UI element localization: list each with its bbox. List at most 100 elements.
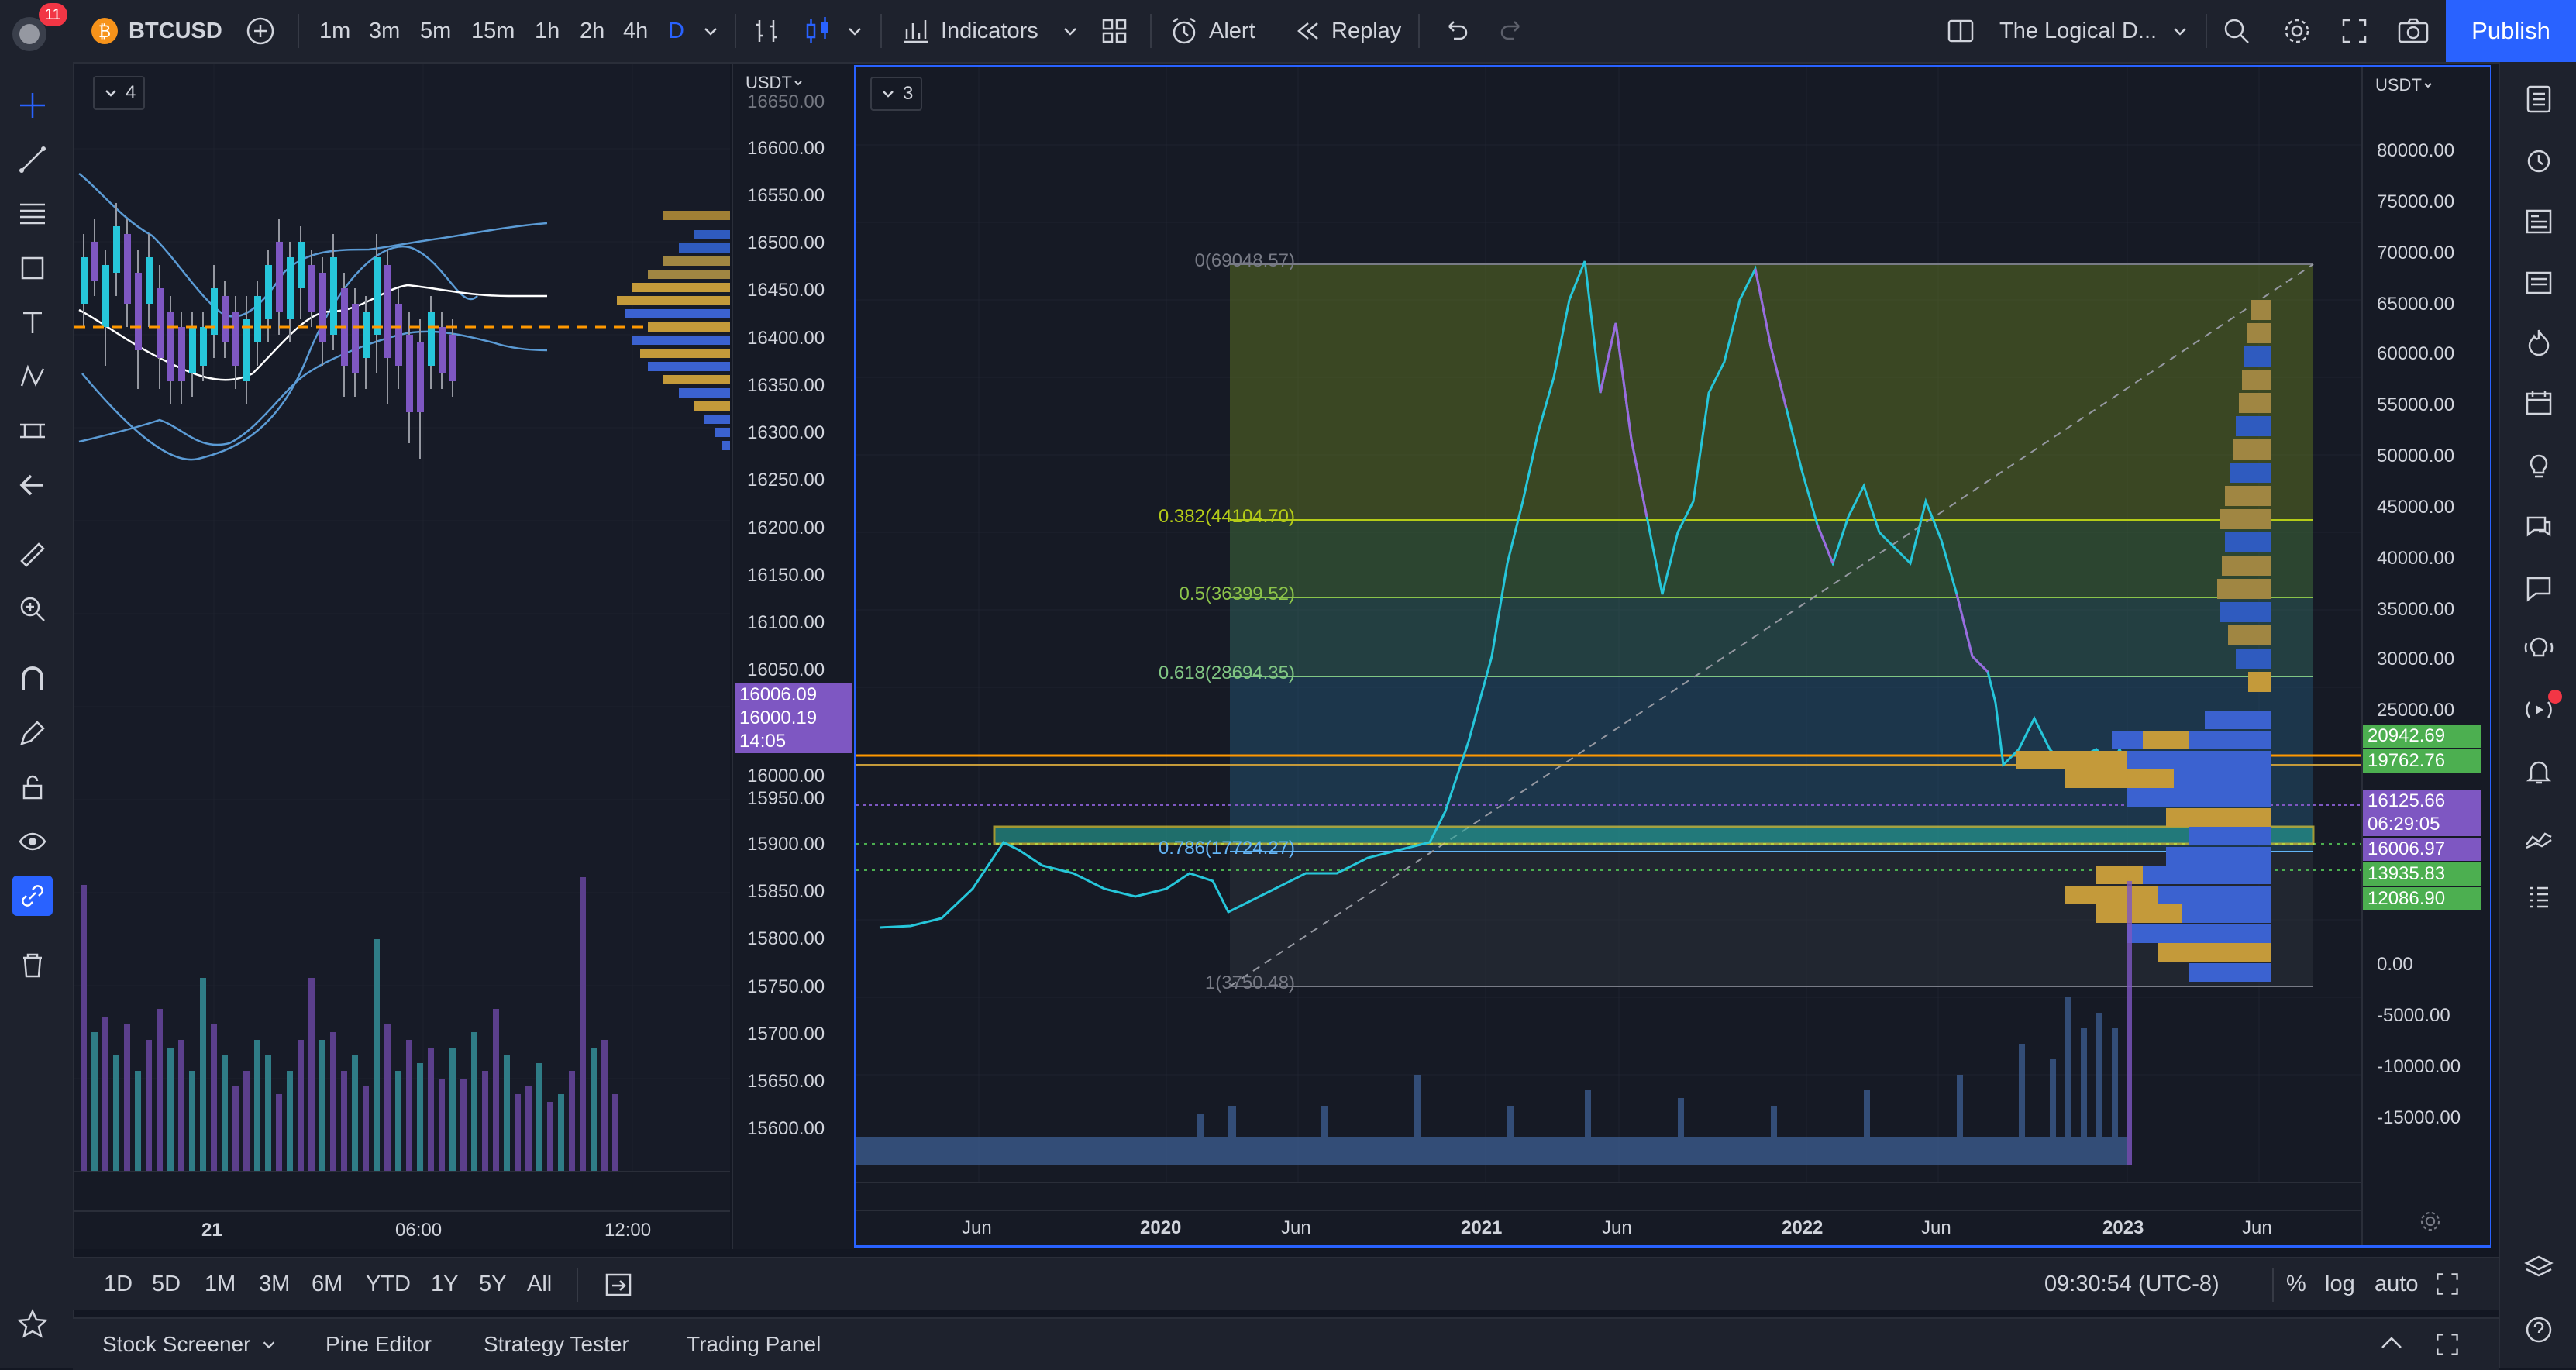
interval-4h[interactable]: 4h	[623, 18, 649, 43]
search-button[interactable]	[2221, 0, 2252, 62]
shapes-tool[interactable]	[12, 248, 53, 288]
interval-d[interactable]: D	[668, 18, 684, 43]
publish-button[interactable]: Publish	[2446, 0, 2576, 62]
right-price-axis[interactable]: USDT 80000.00 75000.00 70000.00 65000.00…	[2361, 67, 2490, 1245]
watchlist-button[interactable]	[2519, 79, 2559, 119]
range-1m[interactable]: 1M	[205, 1271, 236, 1296]
remove-drawings-tool[interactable]	[12, 945, 53, 986]
replay-button[interactable]: Replay	[1293, 0, 1401, 62]
settings-button[interactable]	[2282, 0, 2313, 62]
back-tool[interactable]	[12, 465, 53, 505]
stay-drawing-tool[interactable]	[12, 713, 53, 753]
range-1y[interactable]: 1Y	[431, 1271, 459, 1296]
notifications-button[interactable]	[2519, 752, 2559, 792]
news-button[interactable]	[2519, 201, 2559, 242]
range-1d[interactable]: 1D	[104, 1271, 133, 1296]
maximize-panel-button[interactable]	[2433, 1319, 2461, 1370]
lock-drawings-tool[interactable]	[12, 767, 53, 807]
text-tool[interactable]	[12, 302, 53, 342]
pattern-search-button[interactable]	[2519, 818, 2559, 859]
interval-3m[interactable]: 3m	[369, 18, 401, 43]
range-3m[interactable]: 3M	[259, 1271, 291, 1296]
tab-pine-editor[interactable]: Pine Editor	[325, 1332, 432, 1356]
left-chart-pane[interactable]: 4 21 06:00 12:00	[74, 64, 730, 1249]
tab-strategy-tester[interactable]: Strategy Tester	[484, 1332, 629, 1356]
goto-date-button[interactable]	[603, 1258, 634, 1310]
left-chart-canvas[interactable]	[74, 64, 730, 1249]
right-legend-toggle[interactable]: 3	[870, 77, 923, 111]
interval-15m[interactable]: 15m	[471, 18, 515, 43]
right-chart-pane[interactable]: 0(69048.57) 0.382(44104.70) 0.5(36399.52…	[854, 65, 2491, 1248]
interval-5m[interactable]: 5m	[420, 18, 452, 43]
auto-toggle[interactable]: auto	[2375, 1271, 2419, 1296]
sync-drawings-tool[interactable]	[12, 876, 53, 916]
undo-button[interactable]	[1440, 0, 1471, 62]
replay-trading-button[interactable]	[2519, 690, 2562, 730]
help-button[interactable]	[2519, 1310, 2559, 1350]
chats-button[interactable]	[2519, 507, 2559, 547]
zoom-tool[interactable]	[12, 589, 53, 629]
interval-1m[interactable]: 1m	[319, 18, 351, 43]
range-ytd[interactable]: YTD	[366, 1271, 411, 1296]
interval-1h[interactable]: 1h	[535, 18, 560, 43]
fib-tool[interactable]	[12, 194, 53, 234]
percent-toggle[interactable]: %	[2286, 1271, 2306, 1296]
templates-button[interactable]	[1099, 0, 1130, 62]
hotlists-button[interactable]	[2519, 322, 2559, 363]
expand-panel-button[interactable]	[2378, 1319, 2406, 1370]
calendar-button[interactable]	[2519, 383, 2559, 423]
trend-line-tool[interactable]	[12, 139, 53, 180]
alerts-button[interactable]	[2519, 139, 2559, 180]
symbol-search[interactable]: ₿ BTCUSD	[90, 0, 222, 62]
expand-chart-button[interactable]	[2433, 1258, 2461, 1310]
range-5y[interactable]: 5Y	[479, 1271, 507, 1296]
tab-trading-panel[interactable]: Trading Panel	[687, 1332, 821, 1356]
timezone-clock[interactable]: 09:30:54 (UTC-8)	[2044, 1271, 2220, 1296]
crosshair-tool[interactable]	[12, 85, 53, 126]
interval-dropdown[interactable]	[701, 0, 721, 62]
fullscreen-button[interactable]	[2339, 0, 2370, 62]
gear-icon	[2420, 1211, 2440, 1231]
hide-drawings-tool[interactable]	[12, 821, 53, 862]
log-toggle[interactable]: log	[2325, 1271, 2355, 1296]
layout-dropdown[interactable]	[2170, 0, 2190, 62]
add-symbol-button[interactable]	[245, 0, 276, 62]
interval-2h[interactable]: 2h	[580, 18, 605, 43]
layout-name[interactable]: The Logical D...	[1999, 18, 2158, 43]
prediction-tool[interactable]	[12, 411, 53, 451]
streams-button[interactable]	[2519, 567, 2559, 608]
data-window-button[interactable]	[2519, 262, 2559, 302]
right-currency-select[interactable]: USDT	[2375, 75, 2434, 95]
left-legend-toggle[interactable]: 4	[93, 76, 146, 110]
measure-tool[interactable]	[12, 535, 53, 575]
alert-button[interactable]: Alert	[1169, 0, 1255, 62]
left-currency-select[interactable]: USDT	[746, 73, 804, 93]
layout-toggle-button[interactable]	[1945, 0, 1976, 62]
right-chart-canvas[interactable]	[856, 67, 2361, 1183]
chart-settings-button[interactable]	[2417, 1208, 2443, 1240]
candle-style-button[interactable]	[803, 0, 834, 62]
magnet-tool[interactable]	[12, 659, 53, 699]
ideas-button[interactable]	[2519, 445, 2559, 485]
layers-button[interactable]	[2519, 1248, 2559, 1288]
indicators-label: Indicators	[941, 18, 1038, 43]
range-6m[interactable]: 6M	[312, 1271, 343, 1296]
left-volume-profile	[617, 230, 730, 450]
left-time-axis[interactable]: 21 06:00 12:00	[74, 1210, 730, 1246]
range-all[interactable]: All	[527, 1271, 553, 1296]
range-5d[interactable]: 5D	[152, 1271, 181, 1296]
user-avatar[interactable]: 11	[8, 0, 67, 62]
dom-button[interactable]	[2519, 877, 2559, 917]
right-time-axis[interactable]: Jun 2020 Jun 2021 Jun 2022 Jun 2023 Jun	[856, 1210, 2361, 1247]
indicators-dropdown[interactable]	[1060, 0, 1080, 62]
chart-type-dropdown[interactable]	[845, 0, 865, 62]
watchlist-star[interactable]	[12, 1303, 53, 1344]
patterns-tool[interactable]	[12, 356, 53, 397]
snapshot-button[interactable]	[2396, 0, 2430, 62]
bar-style-button[interactable]	[752, 0, 783, 62]
redo-button[interactable]	[1497, 0, 1528, 62]
tab-stock-screener[interactable]: Stock Screener	[102, 1319, 278, 1370]
help-ideas-button[interactable]	[2519, 628, 2559, 668]
left-price-axis[interactable]: USDT 16650.00 16600.00 16550.00 16500.00…	[732, 64, 854, 1249]
indicators-button[interactable]: Indicators	[901, 0, 1038, 62]
